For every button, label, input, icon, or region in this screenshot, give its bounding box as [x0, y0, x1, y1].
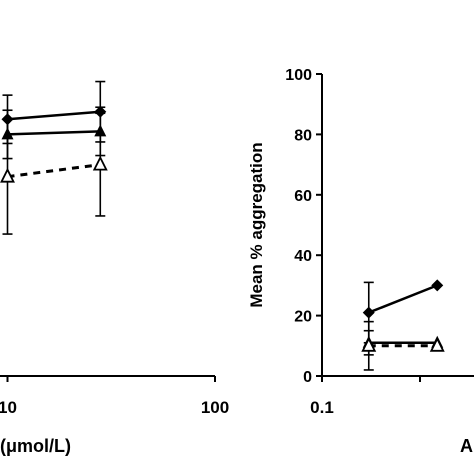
chart1-y-tick-label: 20	[294, 309, 312, 326]
chart1-open-triangle-marker	[361, 336, 377, 352]
chart1-diamond-marker	[431, 279, 444, 292]
chart0-series-2-line	[7, 163, 101, 179]
chart1-y-tick-label: 100	[285, 67, 312, 84]
chart1-open-triangle-marker	[429, 336, 445, 352]
chart1-y-tick-label: 80	[294, 127, 312, 144]
chart1-series-0-line	[368, 284, 438, 314]
chart1-y-axis-label: Mean % aggregation	[247, 142, 266, 307]
chart0-series-1-line	[7, 130, 101, 136]
chart1-y-tick-label: 40	[294, 248, 312, 265]
chart0-x-tick-label: 100	[201, 398, 229, 417]
chart1-y-tick-label: 60	[294, 188, 312, 205]
chart1-diamond-marker	[362, 306, 375, 319]
chart1-x-axis-label: A	[460, 436, 473, 456]
chart0-open-triangle-marker	[0, 167, 15, 183]
chart1-y-tick-label: 0	[303, 369, 312, 386]
chart1-x-tick-label: 0.1	[310, 398, 334, 417]
chart0-series-0-line	[7, 110, 101, 121]
chart0-x-tick-label: 10	[0, 398, 17, 417]
chart0-x-axis-label: (μmol/L)	[0, 436, 71, 456]
chart0-open-triangle-marker	[92, 155, 108, 171]
